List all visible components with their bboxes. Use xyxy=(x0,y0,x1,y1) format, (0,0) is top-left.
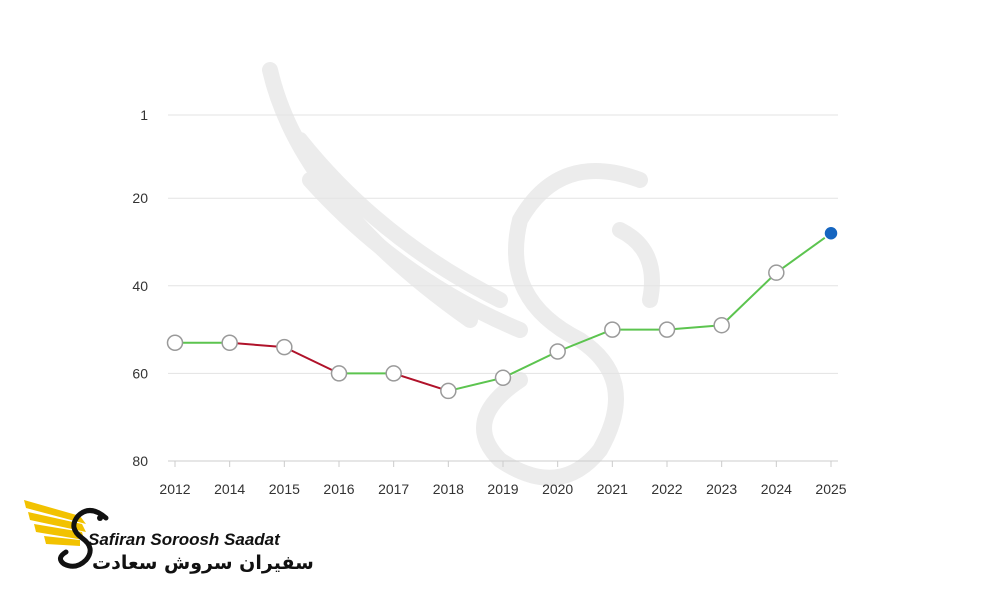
x-tick-label: 2021 xyxy=(597,481,628,497)
x-tick-label: 2023 xyxy=(706,481,737,497)
y-tick-label: 60 xyxy=(132,365,148,381)
data-point xyxy=(221,334,238,351)
y-tick-label: 1 xyxy=(140,107,148,123)
data-point xyxy=(494,369,512,387)
data-point xyxy=(713,316,730,334)
grid-lines xyxy=(168,114,838,462)
company-name-fa: سفیران سروش سعادت xyxy=(92,552,314,574)
x-tick-label: 2012 xyxy=(159,481,190,497)
watermark-logo xyxy=(262,62,660,486)
data-point-latest xyxy=(823,225,839,242)
data-point xyxy=(330,365,348,382)
line-segment xyxy=(283,346,340,375)
line-segment xyxy=(502,350,559,379)
data-point xyxy=(440,382,457,400)
y-tick-label: 20 xyxy=(132,190,148,206)
x-tick-label: 2025 xyxy=(815,481,846,497)
line-segment xyxy=(775,232,832,274)
wing-logo-icon xyxy=(24,500,109,569)
line-segment xyxy=(229,341,285,349)
data-point xyxy=(385,365,402,382)
x-tick-label: 2020 xyxy=(542,481,573,497)
data-point xyxy=(604,321,621,338)
line-segment xyxy=(393,372,449,392)
x-axis: 2012 2014 2015 2016 2017 2018 2019 2020 2021 2022… xyxy=(159,461,847,497)
company-logo: Safiran Soroosh Saadat سفیران سروش سعادت xyxy=(20,494,314,584)
y-tick-label: 80 xyxy=(132,453,148,469)
data-point xyxy=(768,264,785,281)
line-segment xyxy=(666,324,722,331)
data-point xyxy=(549,343,566,360)
data-point xyxy=(166,334,184,351)
line-series xyxy=(175,232,832,392)
x-tick-label: 2019 xyxy=(487,481,518,497)
x-tick-label: 2016 xyxy=(323,481,354,497)
line-segment xyxy=(557,328,613,353)
x-tick-label: 2015 xyxy=(269,481,300,497)
data-point xyxy=(658,321,676,338)
data-points xyxy=(166,225,839,400)
x-tick-label: 2014 xyxy=(214,481,245,497)
y-axis: 1 20 40 60 80 xyxy=(132,107,148,469)
data-point xyxy=(276,338,293,356)
x-tick-label: 2024 xyxy=(761,481,792,497)
line-segment xyxy=(720,271,778,326)
y-tick-label: 40 xyxy=(132,278,148,294)
line-segment xyxy=(448,376,504,392)
x-tick-label: 2018 xyxy=(433,481,464,497)
x-tick-label: 2022 xyxy=(651,481,682,497)
x-tick-label: 2017 xyxy=(378,481,409,497)
company-name-en: Safiran Soroosh Saadat xyxy=(88,530,280,549)
